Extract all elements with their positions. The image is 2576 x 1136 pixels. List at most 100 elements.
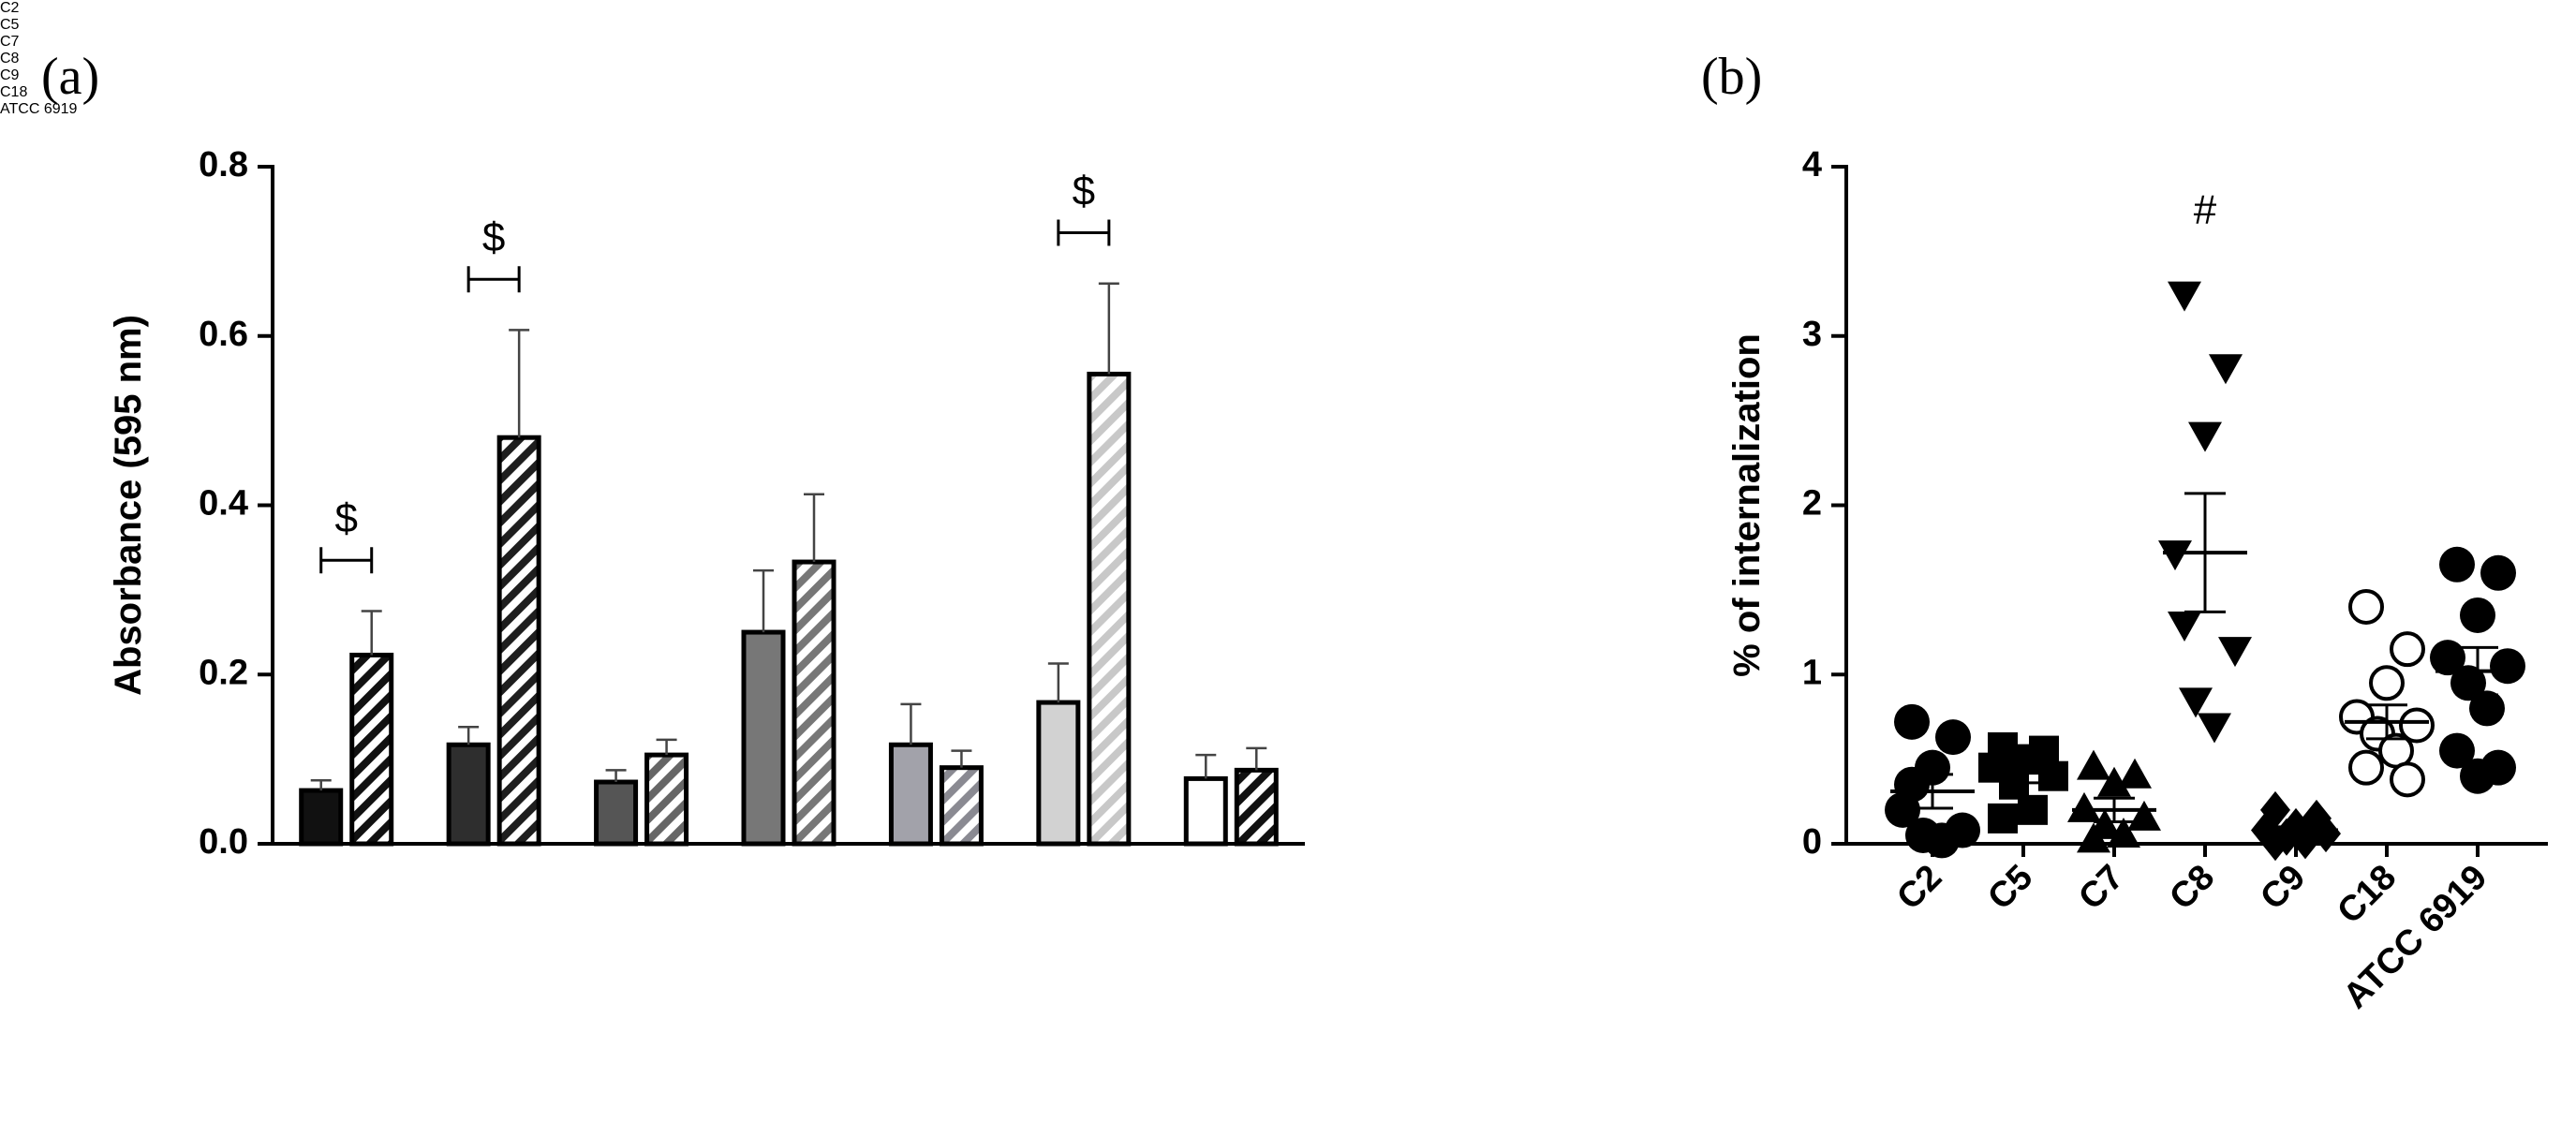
dot [2118,758,2152,789]
x-tick-label: C7 [0,34,20,50]
dot [2158,540,2192,571]
y-tick-label: 1 [1802,653,1822,692]
dot [2490,648,2525,685]
x-tick-label: C8 [0,51,20,66]
bar [1234,767,1279,847]
dot [2168,612,2201,642]
bar [1036,700,1081,847]
bar [1087,371,1132,847]
sem-bar [2366,703,2407,741]
error-bar [804,493,824,563]
error-bar [458,726,480,745]
error-bar [509,329,530,438]
dot [2179,687,2213,718]
dot [2127,800,2161,831]
error-bar [1195,753,1217,779]
dot [2469,690,2505,727]
error-bar [1047,662,1069,703]
x-tick-label: C2 [1889,858,1949,918]
dot [2439,732,2475,769]
significance-bracket [319,547,374,574]
bar [888,742,933,847]
significance-bracket [466,266,521,293]
y-tick-label: 2 [1802,484,1822,524]
dot [2198,713,2231,744]
dot [2348,588,2384,625]
dot [1988,803,2018,834]
x-tick-label: C2 [0,0,20,16]
y-tick-label: 0.6 [199,315,248,354]
bar [741,629,786,847]
bar [496,435,541,847]
dot [1935,719,1971,756]
dot [2311,815,2341,853]
error-bar [361,610,382,656]
annotation: # [2194,187,2217,233]
bar [1183,775,1228,847]
dot [2107,817,2140,848]
panel-label: (b) [1701,48,1762,106]
sem-bar [2003,760,2044,785]
bar [792,559,836,847]
x-tick-label: C7 [2071,858,2131,918]
dot [2188,421,2222,452]
bar [349,652,394,847]
dot [2218,637,2252,668]
dot [2067,791,2101,822]
annotation: $ [334,495,357,541]
y-tick-label: 0.0 [199,822,248,862]
dot [2399,707,2435,744]
x-tick-label: C18 [2330,858,2404,932]
dot [2097,766,2131,797]
dot [2077,822,2110,853]
sem-bar [2275,825,2317,835]
x-tick-label: C18 [0,84,28,100]
error-bar [656,738,677,756]
dot [2348,749,2384,786]
dot [2390,761,2425,798]
dot [2460,597,2495,633]
x-tick-label: C5 [1980,858,2040,918]
error-bar [1098,282,1119,375]
dot [1894,703,1930,740]
annotation: $ [1073,168,1095,214]
dot [2460,758,2495,794]
dot [2018,794,2048,825]
panel-label: (a) [41,48,99,106]
dot [1894,766,1930,803]
x-tick-label: C5 [0,17,20,33]
bar [594,779,639,847]
x-tick-label: C9 [2253,858,2313,918]
error-bar [753,568,774,633]
y-axis-label: % of internalization [1726,333,1768,677]
dot [2168,281,2201,312]
dot [2369,665,2405,701]
error-bar [1246,746,1267,771]
significance-bracket [1057,219,1111,246]
bar [446,742,491,847]
sem-bar [2184,492,2226,613]
sem-bar [1912,773,1953,810]
error-bar [310,778,332,791]
y-axis-label: Absorbance (595 nm) [108,315,149,696]
dot [2038,760,2068,791]
x-tick-label: C9 [0,67,20,83]
dot [2077,749,2110,780]
y-tick-label: 0.2 [199,653,248,692]
sem-bar [2094,796,2135,824]
y-tick-label: 0.8 [199,145,248,184]
dot [2480,554,2516,591]
dot [2439,546,2475,583]
annotation: $ [482,214,505,260]
x-tick-label: C8 [2162,858,2222,918]
y-tick-label: 0.4 [199,484,248,524]
error-bar [605,769,627,783]
y-tick-label: 3 [1802,315,1822,354]
y-tick-label: 0 [1802,822,1822,862]
dot [1924,822,1960,859]
error-bar [900,702,922,745]
dot [2209,354,2243,385]
sem-bar [2457,645,2498,697]
